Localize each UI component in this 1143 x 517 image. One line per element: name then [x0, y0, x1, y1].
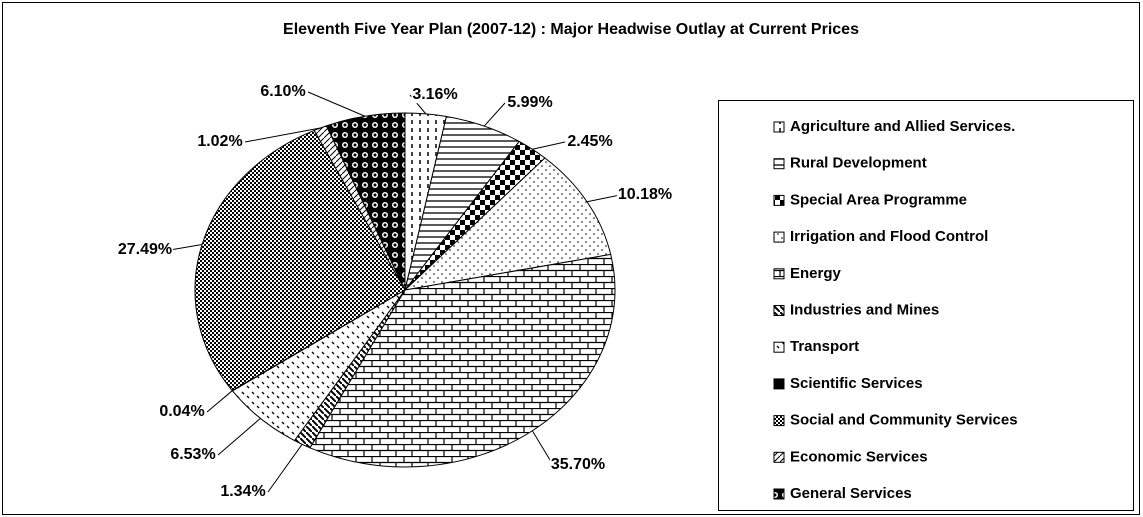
legend-label: Rural Development	[790, 155, 927, 172]
label-bg	[116, 241, 174, 259]
legend-swatch	[773, 158, 785, 170]
data-label: 3.16%	[412, 86, 457, 103]
legend-swatch	[773, 341, 785, 353]
label-bg	[196, 133, 244, 151]
legend	[718, 100, 1134, 511]
legend-swatch	[773, 194, 785, 206]
data-label: 1.02%	[197, 133, 242, 150]
leader-line	[531, 430, 554, 466]
data-label: 27.49%	[118, 241, 172, 258]
legend-label: Scientific Services	[790, 375, 923, 392]
label-bg	[259, 83, 307, 101]
data-label: 0.04%	[159, 403, 204, 420]
legend-swatch	[773, 268, 785, 280]
leader-line	[483, 102, 506, 127]
data-label: 6.10%	[260, 83, 305, 100]
legend-label: General Services	[790, 485, 912, 502]
legend-swatch	[773, 451, 785, 463]
data-label: 5.99%	[507, 94, 552, 111]
legend-swatch	[773, 305, 785, 316]
label-bg	[616, 186, 674, 204]
chart-title: Eleventh Five Year Plan (2007-12) : Majo…	[283, 21, 859, 38]
label-bg	[549, 456, 607, 474]
label-bg	[506, 94, 554, 112]
leader-line	[267, 444, 303, 493]
legend-label: Energy	[790, 265, 842, 282]
leader-line	[217, 417, 261, 456]
label-bg	[169, 446, 217, 464]
legend-swatch	[773, 231, 785, 243]
pie-slice	[403, 157, 612, 291]
leader-line	[244, 127, 321, 143]
data-label: 6.53%	[170, 446, 215, 463]
leader-line	[307, 91, 366, 117]
pie-slice	[194, 129, 406, 392]
data-label: 2.45%	[567, 133, 612, 150]
legend-label: Social and Community Services	[790, 412, 1018, 429]
legend-label: Industries and Mines	[790, 301, 939, 318]
leader-line	[206, 390, 233, 413]
legend-label: Economic Services	[790, 448, 928, 465]
label-bg	[566, 133, 614, 151]
data-label: 1.34%	[220, 483, 265, 500]
legend-label: Transport	[790, 338, 859, 355]
legend-swatch	[773, 378, 785, 390]
legend-swatch	[773, 121, 785, 133]
label-bg	[411, 86, 459, 104]
data-label: 10.18%	[618, 186, 672, 203]
label-bg	[219, 483, 267, 501]
legend-label: Special Area Programme	[790, 191, 967, 208]
leader-line	[532, 141, 566, 150]
leader-line	[169, 244, 203, 251]
legend-swatch	[773, 415, 785, 427]
pie-slice	[325, 112, 406, 291]
legend-label: Irrigation and Flood Control	[790, 228, 988, 245]
legend-swatch	[773, 488, 785, 500]
data-label: 35.70%	[551, 456, 605, 473]
label-bg	[158, 403, 206, 421]
legend-label: Agriculture and Allied Services.	[790, 118, 1015, 135]
leader-line	[586, 194, 621, 203]
